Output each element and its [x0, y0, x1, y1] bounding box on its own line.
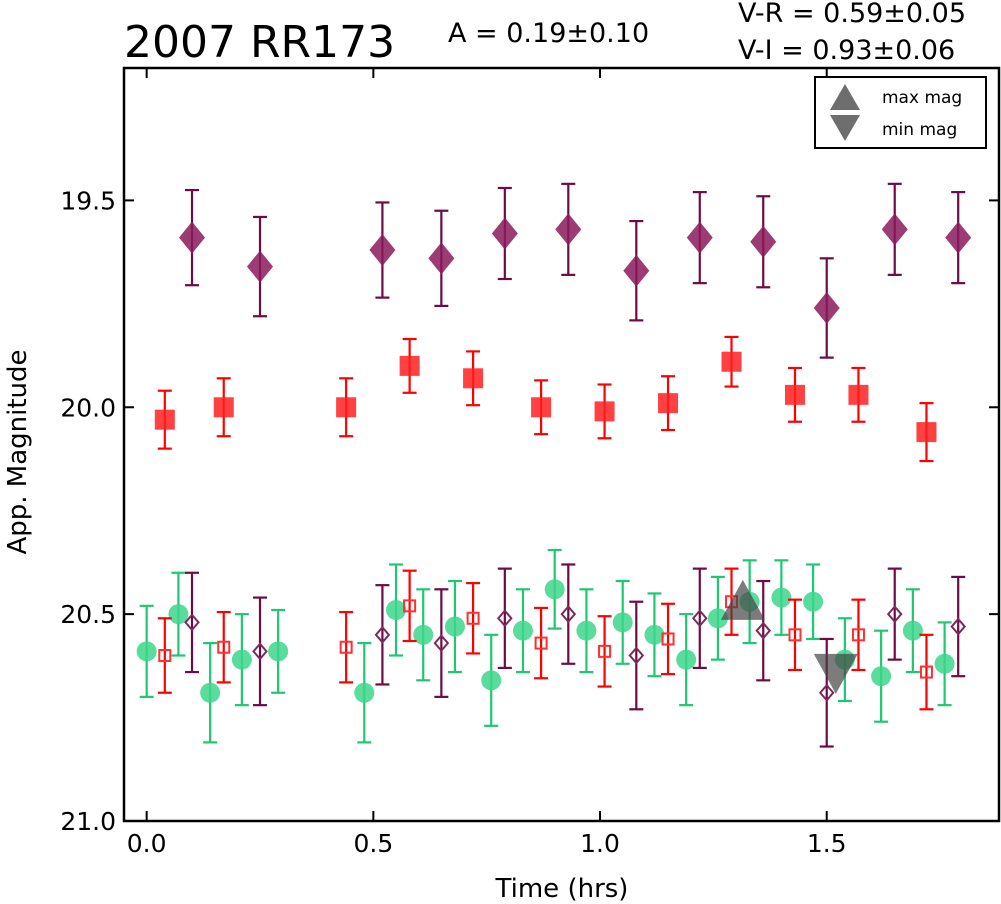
- data-point: [691, 609, 708, 628]
- data-point: [945, 221, 972, 254]
- series-0: [179, 182, 972, 359]
- x-tick-label: 0.5: [353, 829, 393, 858]
- data-point: [497, 609, 513, 628]
- data-point: [444, 616, 465, 637]
- data-point: [531, 397, 552, 418]
- data-point: [179, 221, 206, 254]
- data-point: [612, 612, 633, 633]
- x-tick-label: 0.0: [127, 829, 167, 858]
- data-point: [413, 624, 434, 645]
- data-point: [403, 599, 417, 613]
- data-point: [576, 620, 597, 641]
- data-point: [623, 254, 650, 287]
- data-point: [399, 355, 420, 376]
- data-point: [481, 670, 502, 691]
- data-point: [463, 368, 484, 389]
- min-mag-marker: [813, 653, 858, 694]
- data-point: [803, 591, 824, 612]
- data-point: [644, 624, 665, 645]
- data-point: [213, 397, 234, 418]
- data-point: [386, 599, 407, 620]
- legend-min-mag-label: min mag: [882, 120, 957, 140]
- data-point: [755, 621, 772, 640]
- v-i-annotation: V-I = 0.93±0.06: [738, 35, 955, 66]
- data-point: [676, 649, 697, 670]
- data-point: [950, 617, 967, 636]
- data-point: [594, 401, 615, 422]
- series-4: [184, 563, 967, 748]
- series-1: [154, 335, 937, 463]
- x-tick-label: 1.0: [580, 829, 620, 858]
- data-point: [336, 397, 357, 418]
- data-point: [555, 213, 582, 246]
- y-tick-label: 21.0: [60, 807, 116, 836]
- data-point: [658, 393, 679, 414]
- data-point: [784, 384, 805, 405]
- legend-max-mag-marker: [830, 84, 860, 110]
- data-point: [200, 682, 221, 703]
- max-mag-marker: [720, 579, 765, 620]
- data-point: [158, 649, 172, 663]
- data-point: [886, 605, 903, 624]
- amplitude-annotation: A = 0.19±0.10: [448, 18, 649, 49]
- plot-frame: [122, 66, 1001, 823]
- data-point: [916, 422, 937, 443]
- data-point: [934, 653, 955, 674]
- legend: max mag min mag: [814, 76, 987, 149]
- series-3: [157, 567, 934, 711]
- x-axis-label: Time (hrs): [495, 874, 629, 904]
- y-tick-label: 19.5: [60, 186, 116, 215]
- data-point: [252, 642, 268, 661]
- data-point: [247, 250, 274, 283]
- data-point: [268, 641, 289, 662]
- data-point: [339, 640, 353, 654]
- data-point: [217, 640, 231, 654]
- data-point: [598, 644, 612, 658]
- y-tick-label: 20.5: [60, 600, 116, 629]
- data-point: [231, 649, 252, 670]
- data-point: [661, 632, 675, 646]
- data-point: [354, 682, 375, 703]
- legend-max-mag-label: max mag: [882, 88, 962, 108]
- data-point: [686, 221, 713, 254]
- data-point: [491, 217, 518, 250]
- data-point: [771, 587, 792, 608]
- data-point: [818, 683, 835, 702]
- chart-title: 2007 RR173: [124, 17, 395, 68]
- data-point: [544, 579, 565, 600]
- data-point: [560, 605, 577, 624]
- data-point: [374, 625, 391, 644]
- data-point: [721, 351, 742, 372]
- data-point: [881, 213, 908, 246]
- y-axis-label: App. Magnitude: [3, 349, 33, 554]
- series-2: [136, 548, 955, 744]
- data-point: [433, 634, 450, 653]
- data-point: [184, 613, 200, 632]
- legend-min-mag-marker: [830, 115, 860, 141]
- data-point: [466, 611, 480, 625]
- data-point: [848, 384, 869, 405]
- data-point: [750, 225, 777, 258]
- data-point: [919, 665, 933, 679]
- data-point: [813, 291, 840, 324]
- data-point: [168, 604, 189, 625]
- y-tick-label: 20.0: [60, 393, 116, 422]
- chart-marks: [136, 182, 972, 748]
- data-point: [628, 646, 645, 665]
- data-point: [788, 628, 802, 642]
- axis-ticks: 0.0 0.5 1.0 1.5 19.5 20.0 20.5 21.0: [60, 68, 999, 858]
- data-point: [902, 620, 923, 641]
- data-point: [534, 636, 548, 650]
- data-point: [871, 666, 892, 687]
- data-point: [369, 234, 396, 267]
- v-r-annotation: V-R = 0.59±0.05: [738, 0, 966, 29]
- data-point: [136, 641, 157, 662]
- data-point: [707, 608, 728, 629]
- x-tick-label: 1.5: [807, 829, 847, 858]
- data-point: [154, 409, 175, 430]
- data-point: [512, 620, 533, 641]
- data-point: [851, 628, 865, 642]
- data-point: [428, 242, 455, 275]
